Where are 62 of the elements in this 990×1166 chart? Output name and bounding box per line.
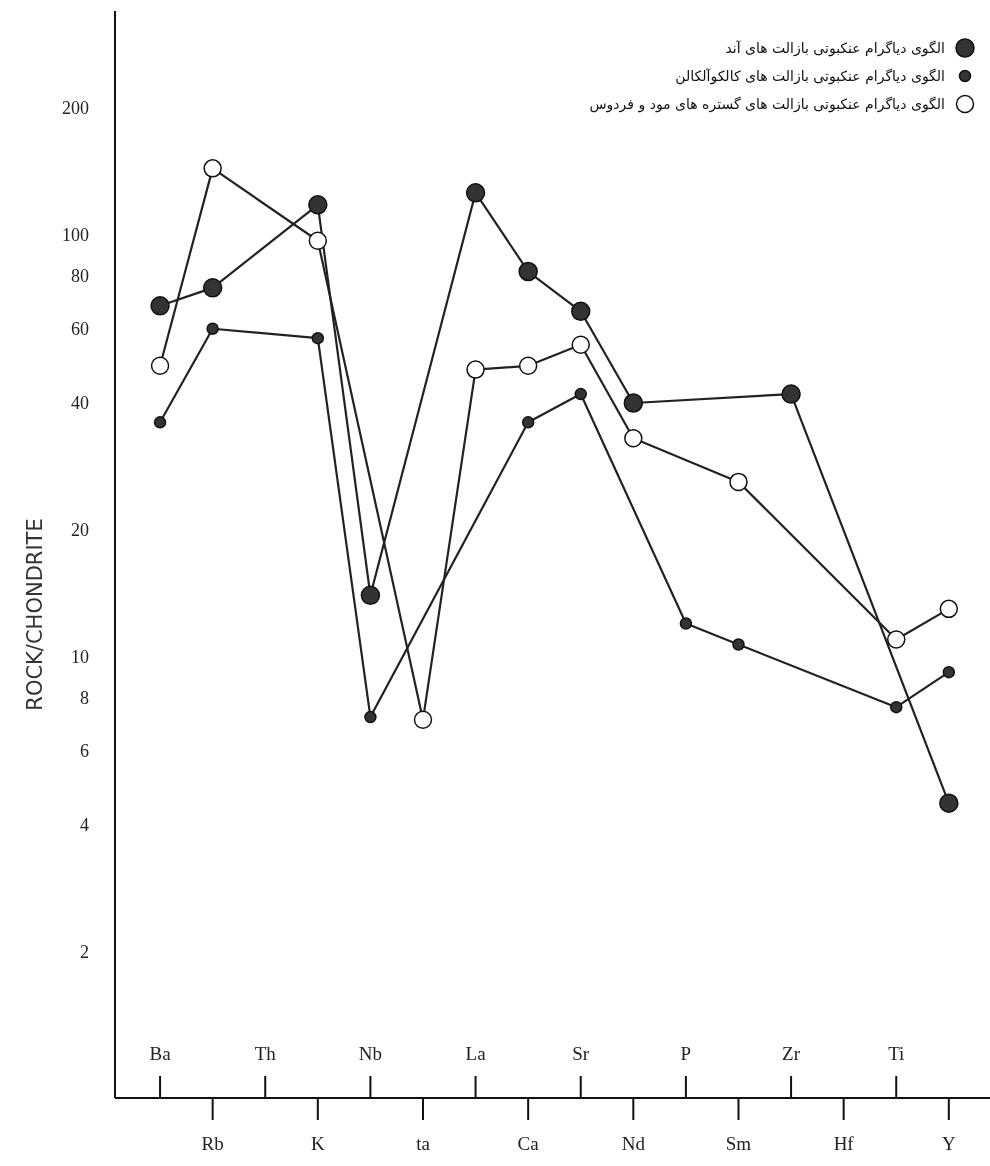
y-tick-label: 20	[71, 519, 89, 540]
point	[574, 387, 587, 401]
point	[679, 617, 693, 630]
point	[623, 393, 644, 413]
legend-label: الگوی دیاگرام عنکبوتی بازالت های گستره های مود و فردوس	[589, 96, 945, 113]
point	[465, 183, 486, 203]
y-tick-label: 10	[71, 646, 89, 667]
point	[150, 356, 170, 376]
y-tick-label: 4	[80, 814, 89, 835]
y-tick-label: 60	[71, 318, 89, 339]
legend-label: الگوی دیاگرام عنکبوتی بازالت های آند	[725, 40, 945, 57]
y-tick-label: 100	[62, 225, 89, 246]
x-tick-label: Ba	[149, 1043, 172, 1064]
point	[308, 231, 328, 250]
point	[942, 665, 956, 679]
point	[360, 585, 381, 606]
x-tick-label: Hf	[833, 1133, 855, 1154]
point	[364, 710, 377, 724]
x-tick-label: Rb	[201, 1133, 224, 1154]
x-tick-label: La	[465, 1043, 487, 1064]
point	[570, 301, 591, 322]
x-tick-label: Sr	[572, 1043, 590, 1064]
x-tick-label: Ca	[517, 1133, 540, 1154]
point	[521, 416, 535, 429]
x-tick-label: Ti	[888, 1043, 905, 1064]
point	[939, 793, 959, 813]
x-tick-label: ta	[416, 1133, 431, 1154]
point	[939, 599, 959, 619]
point	[732, 638, 745, 651]
point	[624, 428, 643, 448]
y-tick-label: 200	[62, 98, 89, 119]
point	[518, 356, 538, 376]
point	[311, 331, 325, 345]
y-tick-label: 6	[80, 740, 89, 761]
x-tick-label: Sm	[725, 1133, 752, 1154]
x-tick-label: Zr	[782, 1043, 801, 1064]
x-tick-label: P	[680, 1043, 692, 1064]
y-axis-title: ROCK/CHONDRITE	[23, 518, 47, 711]
x-tick-label: Y	[941, 1133, 956, 1154]
x-tick-label: K	[310, 1133, 325, 1154]
y-tick-label: 2	[80, 941, 89, 962]
point	[308, 195, 328, 215]
point	[203, 159, 222, 178]
point	[202, 278, 223, 298]
y-tick-label: 40	[71, 393, 89, 413]
x-tick-label: Nd	[621, 1133, 646, 1154]
point	[150, 296, 170, 316]
x-tick-label: Nb	[358, 1043, 383, 1064]
point	[781, 384, 801, 404]
point	[153, 416, 167, 429]
legend-label: الگوی دیاگرام عنکبوتی بازالت های کالکوآلکالن	[675, 68, 945, 85]
point	[889, 700, 903, 714]
point	[206, 322, 219, 335]
x-tick-label: Th	[254, 1043, 277, 1064]
point	[729, 472, 748, 492]
point	[571, 335, 590, 354]
y-tick-label: 80	[71, 266, 89, 287]
point	[413, 710, 433, 729]
point	[886, 630, 906, 649]
y-tick-label: 8	[80, 687, 89, 708]
point	[518, 261, 538, 282]
point	[466, 360, 485, 379]
